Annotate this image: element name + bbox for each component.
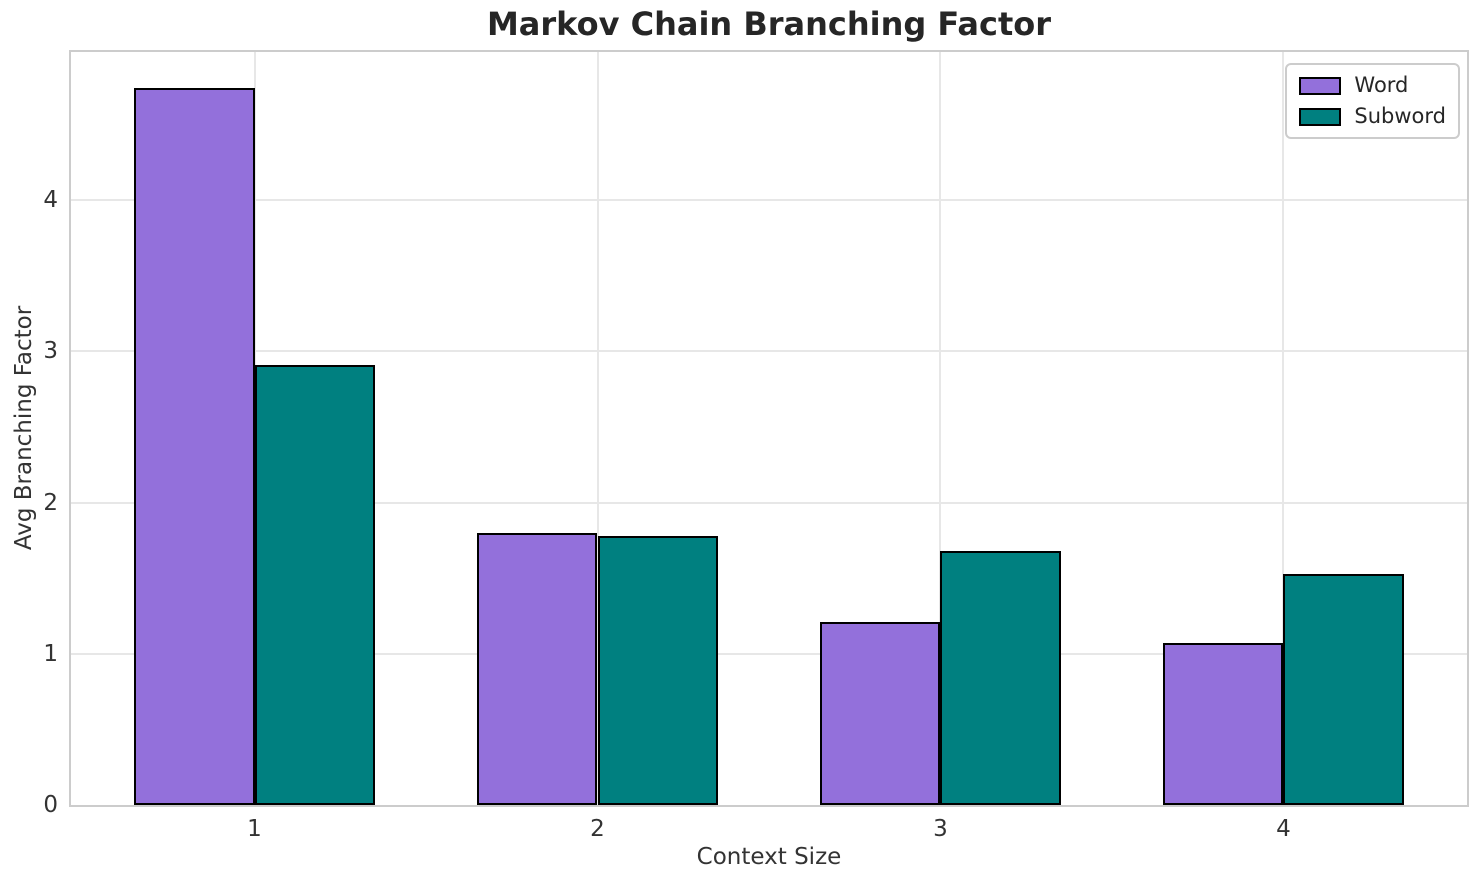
bar-subword-context-4	[1283, 573, 1404, 805]
plot-area: Word Subword	[69, 50, 1469, 807]
gridline-y-4	[71, 199, 1467, 202]
y-tick-label-0: 0	[43, 792, 58, 818]
y-tick-label-1: 1	[43, 640, 58, 667]
legend-label-subword: Subword	[1354, 104, 1446, 128]
x-tick-label-4: 4	[1276, 816, 1291, 842]
x-axis-label: Context Size	[696, 844, 842, 870]
bar-subword-context-3	[940, 550, 1061, 805]
x-tick-label-2: 2	[590, 816, 605, 842]
bar-word-context-2	[477, 532, 598, 805]
x-tick-label-3: 3	[933, 816, 948, 842]
legend-label-word: Word	[1354, 73, 1409, 97]
y-tick-label-4: 4	[43, 187, 58, 214]
legend-swatch-word	[1299, 76, 1342, 95]
bar-word-context-3	[820, 622, 941, 805]
bar-word-context-1	[134, 88, 255, 805]
gridline-x-3	[939, 52, 942, 805]
bar-subword-context-2	[597, 535, 718, 805]
bar-word-context-4	[1163, 643, 1284, 805]
legend-item-word: Word	[1299, 73, 1446, 98]
y-tick-label-2: 2	[43, 489, 58, 516]
y-tick-label-3: 3	[43, 338, 58, 365]
legend: Word Subword	[1285, 63, 1460, 139]
legend-item-subword: Subword	[1299, 104, 1446, 129]
bar-subword-context-1	[254, 365, 375, 805]
gridline-y-2	[71, 501, 1467, 504]
gridline-y-1	[71, 652, 1467, 655]
x-tick-label-1: 1	[247, 816, 262, 842]
gridline-y-3	[71, 350, 1467, 353]
legend-swatch-subword	[1299, 107, 1342, 126]
gridline-x-2	[596, 52, 599, 805]
chart-title: Markov Chain Branching Factor	[486, 5, 1052, 43]
gridline-x-4	[1282, 52, 1285, 805]
